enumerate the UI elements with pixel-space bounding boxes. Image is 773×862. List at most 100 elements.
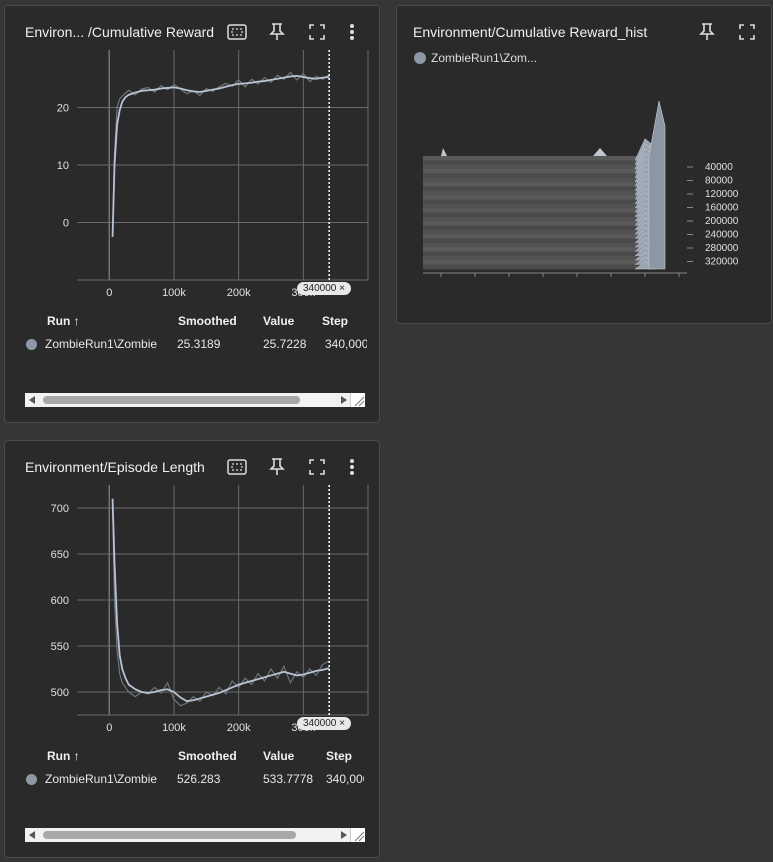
- value: 533.7778: [263, 772, 314, 786]
- raw-series-line: [111, 71, 330, 237]
- x-tick-label: 0: [106, 287, 112, 299]
- table-horizontal-scrollbar[interactable]: [25, 828, 365, 842]
- fullscreen-icon[interactable]: [297, 455, 337, 479]
- hist-slice: [423, 229, 642, 235]
- col-smoothed-header[interactable]: Smoothed: [178, 749, 237, 763]
- more-vert-icon[interactable]: [337, 20, 367, 44]
- x-tick-label: 100k: [162, 287, 186, 299]
- cumulative-reward-hist-card: Environment/Cumulative Reward_hist Zombi…: [396, 5, 772, 324]
- hist-slice: [423, 212, 642, 218]
- fullscreen-icon[interactable]: [727, 20, 767, 44]
- y-tick-label: 10: [57, 160, 69, 172]
- hist-slice: [423, 203, 642, 209]
- episode-length-plot[interactable]: 0100k200k300k500550600650700: [25, 485, 370, 747]
- y-tick-label: 550: [51, 641, 69, 653]
- hist-slice: [423, 234, 642, 240]
- hist-slice: [423, 216, 642, 222]
- hist-slice: [423, 156, 642, 161]
- step-chip[interactable]: 340000 ×: [297, 717, 351, 730]
- hist-slice: [423, 195, 642, 200]
- run-name: ZombieRun1\Zombie: [45, 337, 158, 351]
- col-run-header[interactable]: Run ↑: [47, 749, 80, 763]
- x-tick-label: 100k: [162, 722, 186, 734]
- fit-domain-icon[interactable]: [217, 455, 257, 479]
- col-smoothed-header[interactable]: Smoothed: [178, 314, 237, 328]
- scroll-left-icon[interactable]: [29, 831, 35, 839]
- cumulative-reward-plot[interactable]: 0100k200k300k01020: [25, 50, 370, 312]
- hist-slice: [423, 208, 642, 213]
- step-chip[interactable]: 340000 ×: [297, 282, 351, 295]
- hist-slice: [423, 225, 642, 231]
- table-horizontal-scrollbar[interactable]: [25, 393, 365, 407]
- step-value: 340,000: [326, 772, 364, 786]
- y-tick-label: 320000: [705, 257, 739, 268]
- scroll-left-icon[interactable]: [29, 396, 35, 404]
- pin-icon[interactable]: [687, 20, 727, 44]
- card-title: Environ... /Cumulative Reward: [25, 24, 215, 40]
- hist-slice: [423, 182, 642, 187]
- col-value-header[interactable]: Value: [263, 314, 295, 328]
- card-toolbar: [217, 20, 367, 44]
- y-tick-label: 0: [63, 218, 69, 230]
- run-color-dot: [414, 52, 426, 64]
- line-chart: 0100k200k300k500550600650700: [51, 485, 369, 734]
- hist-slice: [423, 251, 642, 257]
- col-value-header[interactable]: Value: [263, 749, 295, 763]
- hist-slice: [423, 255, 642, 261]
- raw-series-line: [111, 498, 330, 707]
- hist-slice: [423, 238, 642, 244]
- episode-length-card: Environment/Episode Length 0100k200k300k…: [4, 440, 380, 858]
- x-tick-label: 30: [673, 280, 685, 281]
- run-color-dot: [26, 774, 37, 785]
- card-toolbar: [217, 455, 367, 479]
- pin-icon[interactable]: [257, 455, 297, 479]
- x-tick-label: -10: [604, 280, 619, 281]
- smoothed-value: 25.3189: [177, 337, 221, 351]
- smoothed-series-line: [111, 498, 330, 703]
- y-tick-label: 160000: [705, 203, 739, 214]
- x-tick-label: -70: [502, 280, 517, 281]
- resize-handle-icon[interactable]: [350, 393, 365, 407]
- scroll-right-icon[interactable]: [341, 396, 347, 404]
- histogram-plot[interactable]: -110 -90 -70 -50 -30 -10 10 30 40000 80000 120000 1…: [397, 101, 773, 281]
- hist-slice: [423, 164, 642, 170]
- hist-front-peak: [648, 101, 666, 270]
- card-title: Environment/Episode Length: [25, 459, 205, 475]
- pin-icon[interactable]: [257, 20, 297, 44]
- col-step-header[interactable]: Step: [326, 749, 353, 763]
- hist-slice: [423, 242, 642, 248]
- hist-slice: [423, 247, 642, 253]
- line-chart: 0100k200k300k01020: [57, 50, 369, 299]
- scroll-right-icon[interactable]: [341, 831, 347, 839]
- x-tick-label: -30: [570, 280, 585, 281]
- hist-slice: [423, 264, 642, 270]
- y-tick-label: 600: [51, 595, 69, 607]
- col-run-header[interactable]: Run ↑: [47, 314, 80, 328]
- y-tick-label: 120000: [705, 189, 739, 200]
- run-table: Run ↑ Smoothed Value Step ZombieRun1\Zom…: [25, 749, 373, 789]
- col-step-header[interactable]: Step: [322, 314, 349, 328]
- y-tick-label: 40000: [705, 162, 733, 173]
- hist-slice: [423, 260, 642, 266]
- scroll-thumb[interactable]: [43, 831, 296, 839]
- smoothed-series-line: [111, 74, 330, 237]
- hist-slice: [423, 186, 642, 192]
- x-tick-label: 200k: [227, 722, 251, 734]
- x-tick-label: -110: [431, 280, 451, 281]
- hist-slice: [423, 190, 642, 196]
- y-tick-label: 280000: [705, 243, 739, 254]
- fit-domain-icon[interactable]: [217, 20, 257, 44]
- y-tick-label: 20: [57, 103, 69, 115]
- hist-slice: [423, 173, 642, 179]
- hist-slice: [423, 221, 642, 227]
- fullscreen-icon[interactable]: [297, 20, 337, 44]
- scroll-thumb[interactable]: [43, 396, 300, 404]
- hist-spike: [441, 148, 447, 156]
- more-vert-icon[interactable]: [337, 455, 367, 479]
- hist-legend-label: ZombieRun1\Zom...: [431, 51, 538, 65]
- cumulative-reward-card: Environ... /Cumulative Reward 0 100k 200k 3…: [4, 5, 380, 423]
- hist-slice: [423, 177, 642, 183]
- resize-handle-icon[interactable]: [350, 828, 365, 842]
- y-tick-label: 200000: [705, 216, 739, 227]
- hist-slice: [423, 199, 642, 205]
